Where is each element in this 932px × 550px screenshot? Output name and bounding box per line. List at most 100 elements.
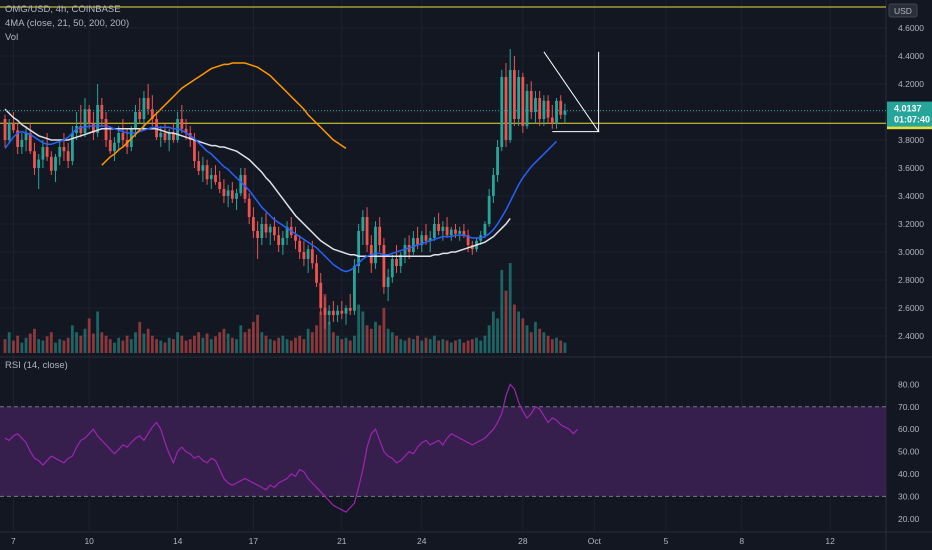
candle-body [222, 189, 226, 196]
candle-body [83, 109, 87, 133]
volume-bar [243, 332, 247, 353]
volume-bar [113, 342, 116, 353]
volume-bar [563, 342, 567, 353]
candle-body [306, 249, 310, 259]
candle-body [298, 240, 302, 252]
rsi-tick-label: 70.00 [898, 402, 920, 412]
volume-bar [529, 332, 533, 353]
candle-body [117, 133, 121, 143]
candle-body [449, 229, 453, 236]
candle-body [361, 217, 365, 231]
volume-bar [163, 342, 167, 353]
volume-bar [125, 335, 129, 353]
price-tick-label: 2.4000 [898, 331, 924, 341]
currency-badge [888, 3, 918, 18]
candle-body [521, 77, 525, 126]
candle-body [138, 112, 142, 119]
volume-bar [7, 332, 11, 353]
volume-bar [108, 339, 112, 353]
candle-body [386, 277, 390, 287]
price-tick-label: 4.4000 [898, 51, 924, 61]
candle-body [121, 133, 125, 140]
volume-bar [197, 332, 201, 353]
candle-body [41, 147, 45, 160]
price-tick-label: 3.0000 [898, 247, 924, 257]
time-tick-label: 8 [739, 536, 744, 546]
candle-body [197, 161, 201, 171]
ma50-line [4, 108, 511, 257]
volume-bar [374, 321, 377, 353]
candle-body [428, 238, 432, 241]
volume-bar [513, 304, 516, 353]
volume-bar [209, 339, 213, 353]
volume-bar [428, 339, 432, 353]
volume-bar [214, 336, 217, 353]
volume-bar [424, 337, 428, 353]
price-badge-countdown: 01:07:40 [894, 115, 930, 125]
volume-bar [193, 335, 196, 353]
candle-body [273, 226, 276, 236]
volume-bar [142, 333, 146, 353]
candle-body [390, 259, 394, 278]
candle-body [134, 112, 137, 129]
volume-bar [315, 325, 318, 353]
rsi-tick-label: 50.00 [898, 447, 920, 457]
rsi-tick-label: 60.00 [898, 424, 920, 434]
candle-body [382, 245, 386, 287]
volume-bar [180, 335, 184, 353]
volume-bar [256, 314, 259, 353]
volume-bar [487, 325, 491, 353]
rsi-tick-label: 40.00 [898, 469, 920, 479]
candle-body [3, 119, 7, 140]
candle-body [108, 140, 112, 152]
volume-bar [281, 335, 285, 353]
price-tick-label: 3.4000 [898, 191, 924, 201]
candle-body [513, 70, 516, 119]
candle-body [209, 175, 213, 180]
volume-bar [496, 318, 499, 353]
volume-bar [20, 342, 24, 353]
ma21-line [4, 125, 558, 273]
symbol-legend[interactable]: OMG/USD, 4h, COINBASE [5, 4, 121, 15]
candle-body [424, 235, 428, 241]
volume-bar [466, 340, 470, 353]
volume-bar [87, 318, 91, 353]
candle-body [500, 77, 504, 147]
candle-body [483, 224, 487, 236]
volume-bar [310, 332, 314, 353]
candle-body [340, 310, 344, 314]
candle-body [538, 98, 542, 119]
candle-body [491, 175, 495, 196]
price-tick-label: 4.2000 [898, 79, 924, 89]
volume-bar [176, 332, 180, 353]
candle-body [542, 100, 546, 119]
candle-body [365, 217, 369, 245]
candle-body [563, 110, 567, 115]
time-tick-label: 14 [173, 536, 183, 546]
candle-body [546, 100, 550, 118]
volume-bar [491, 311, 495, 353]
candle-body [247, 198, 251, 217]
rsi-legend[interactable]: RSI (14, close) [5, 360, 68, 371]
candle-body [226, 190, 230, 196]
candle-body [323, 308, 327, 315]
volume-bar [79, 335, 83, 353]
candle-body [45, 147, 49, 157]
candle-body [315, 263, 318, 283]
candle-body [378, 226, 382, 245]
candle-body [508, 70, 512, 140]
candle-body [285, 226, 289, 238]
volume-bar [70, 325, 74, 353]
volume-bar [134, 332, 137, 353]
candle-body [58, 147, 62, 157]
volume-bar [365, 325, 369, 353]
volume-bar [230, 337, 234, 353]
ma-legend[interactable]: 4MA (close, 21, 50, 200, 200) [5, 18, 130, 29]
candle-body [66, 151, 70, 161]
price-tick-label: 4.6000 [898, 23, 924, 33]
volume-legend[interactable]: Vol [5, 32, 19, 43]
candle-body [281, 238, 285, 245]
price-badge-value: 4.0137 [894, 104, 922, 114]
volume-bar [508, 263, 512, 353]
